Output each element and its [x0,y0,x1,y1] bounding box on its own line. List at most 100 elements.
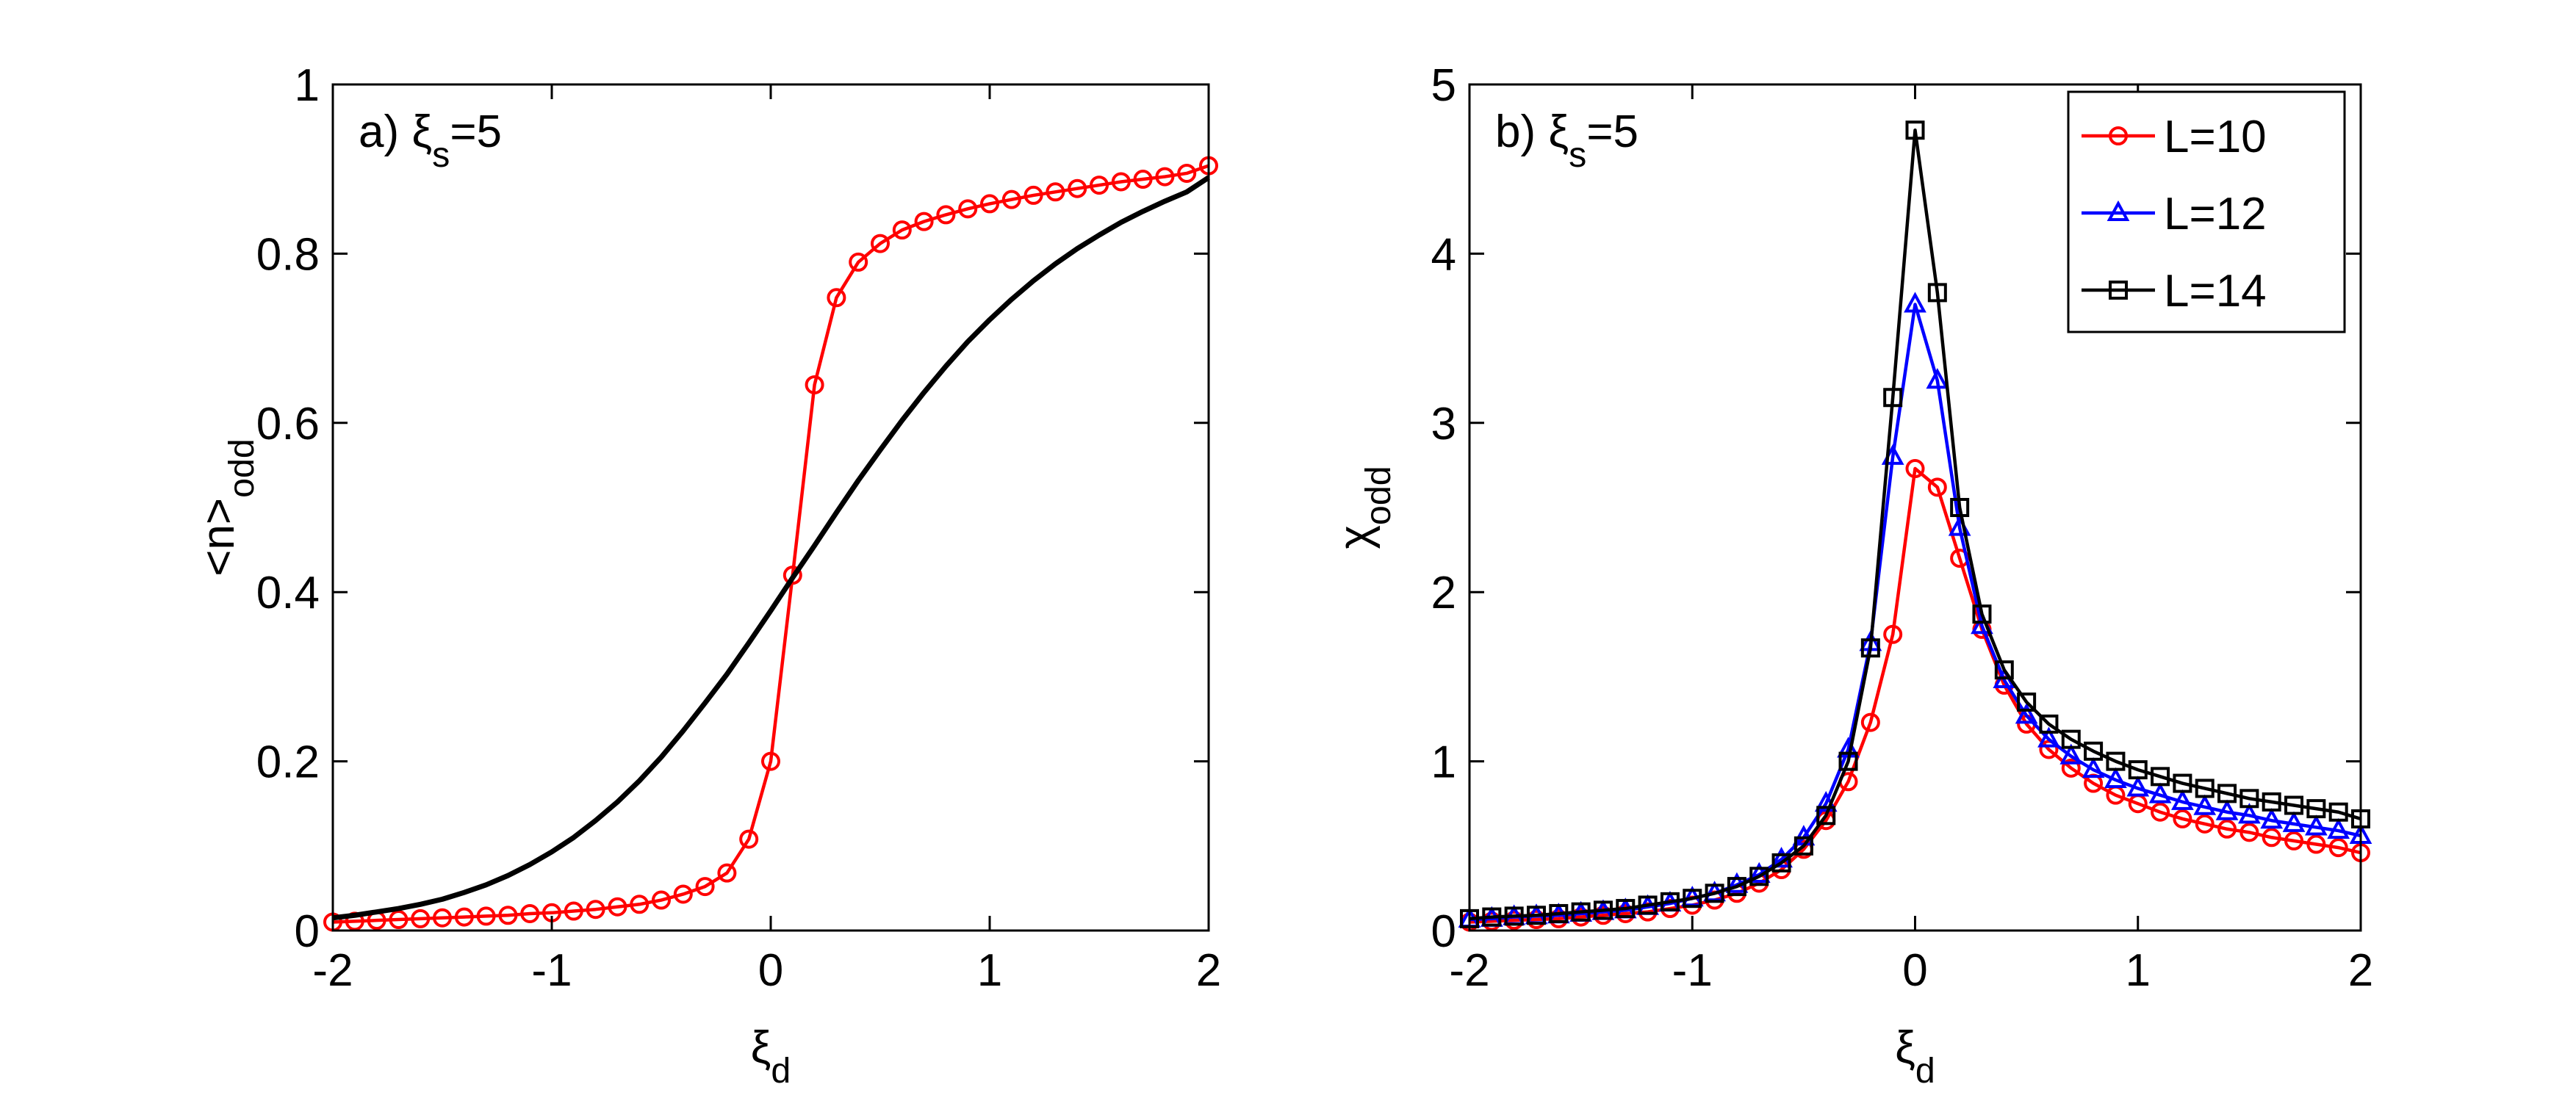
legend-marker [2107,200,2130,221]
annotation-after: =5 [1586,106,1638,157]
data-point [2282,811,2306,832]
x-tick-label: 1 [2126,945,2151,996]
data-point [1972,604,1992,624]
data-point [2082,756,2105,779]
data-point [1638,895,1658,915]
data-point [476,906,496,926]
data-point [1683,889,1702,908]
legend-marker [2109,126,2128,145]
y-tick-label: 0.2 [256,737,320,788]
data-point [2193,794,2217,815]
legend-marker [2109,281,2128,300]
y-tick-label: 0 [1431,906,1456,957]
plot-area [333,84,1209,931]
y-axis-label-text: <n> [193,498,244,577]
data-point [1860,638,1880,658]
data-point [892,220,912,240]
data-point [2148,782,2172,803]
x-tick-label: -2 [312,945,353,996]
data-point [914,212,934,231]
annotation-sub: s [432,135,450,175]
data-point [1571,902,1591,922]
legend-label: L=12 [2164,189,2267,239]
x-tick-label: 2 [2348,945,2373,996]
x-axis-label-text: ξ [751,1022,771,1073]
data-point [2173,809,2192,828]
data-point [761,751,780,771]
data-point [2151,767,2170,787]
data-point [1749,867,1769,886]
x-tick-label: 0 [758,945,783,996]
y-tick-label: 4 [1431,229,1456,280]
data-point [1816,806,1836,826]
data-point [2262,792,2281,812]
data-point [1090,176,1109,195]
data-point [1616,899,1636,919]
y-tick-label: 0.8 [256,229,320,280]
data-point [827,288,846,308]
data-point [673,884,693,904]
x-axis-label-text: ξ [1895,1022,1915,1073]
data-point [1838,751,1858,771]
data-point [520,903,540,923]
data-point [2260,808,2284,829]
data-point [1068,178,1087,198]
data-point [2328,802,2348,822]
data-point [1660,892,1680,911]
data-point [1950,498,1970,517]
data-point [1994,660,2014,680]
data-point [1133,170,1153,189]
y-tick-label: 0 [295,906,320,957]
data-point [1023,185,1043,205]
data-point [1927,477,1947,497]
data-point [849,252,868,272]
annotation-sub: s [1569,135,1586,175]
data-point [2328,838,2348,858]
data-point [2238,803,2261,824]
data-point [2217,819,2237,839]
annotation: b) ξs=5 [1495,106,1638,175]
data-point [2039,714,2059,734]
series-line [332,175,1210,921]
data-point [2084,741,2104,761]
data-point [2327,817,2350,839]
data-point [2128,760,2148,780]
data-point [2126,776,2150,797]
data-point [695,877,715,897]
y-tick-label: 1 [1431,737,1456,788]
data-point [2151,802,2170,822]
data-point [2195,779,2215,798]
data-point [1046,182,1065,202]
y-axis-label: <n>odd [193,438,262,577]
data-point [1904,292,1926,313]
data-point [1883,624,1903,644]
x-tick-label: -2 [1449,945,1489,996]
x-axis-label: ξd [751,1022,791,1091]
annotation-text: b) ξ [1495,106,1569,157]
data-point [2215,799,2239,820]
data-point [1883,388,1903,408]
data-point [2262,828,2281,848]
data-point [980,194,999,214]
data-point [2306,799,2326,819]
data-point [717,863,737,883]
data-point [2017,692,2037,712]
data-point [1860,712,1880,732]
data-point [2059,743,2083,765]
data-point [1727,877,1746,897]
data-point [608,897,627,917]
data-point [1926,368,1949,389]
data-point [2061,729,2081,749]
data-point [782,566,802,585]
x-axis-label-sub: d [771,1051,791,1091]
data-point [586,900,605,920]
annotation-after: =5 [450,106,502,157]
data-point [2239,789,2259,809]
legend-label: L=14 [2164,266,2267,317]
data-point [2304,814,2328,836]
y-tick-label: 5 [1431,60,1456,111]
data-point [1794,836,1813,856]
data-point [2173,773,2192,793]
y-axis-label-sub: odd [1359,466,1398,525]
